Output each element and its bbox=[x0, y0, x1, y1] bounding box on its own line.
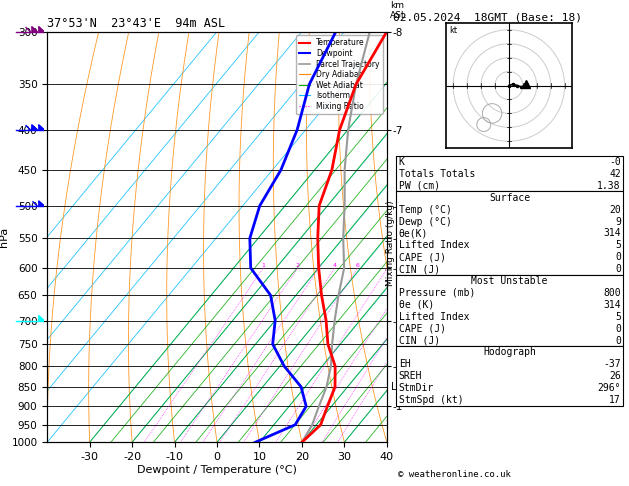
Text: -37: -37 bbox=[603, 359, 621, 369]
Text: 1.38: 1.38 bbox=[598, 181, 621, 191]
Polygon shape bbox=[32, 27, 37, 32]
Y-axis label: hPa: hPa bbox=[0, 227, 9, 247]
Text: Most Unstable: Most Unstable bbox=[471, 276, 548, 286]
Polygon shape bbox=[39, 27, 44, 32]
Text: K: K bbox=[399, 157, 404, 167]
Text: LCL: LCL bbox=[391, 382, 409, 392]
X-axis label: Dewpoint / Temperature (°C): Dewpoint / Temperature (°C) bbox=[137, 465, 297, 475]
Text: CAPE (J): CAPE (J) bbox=[399, 252, 446, 262]
Text: 1: 1 bbox=[261, 263, 265, 268]
Text: Totals Totals: Totals Totals bbox=[399, 169, 475, 179]
Text: 314: 314 bbox=[603, 228, 621, 239]
Text: 5: 5 bbox=[615, 240, 621, 250]
Text: Lifted Index: Lifted Index bbox=[399, 240, 469, 250]
Polygon shape bbox=[39, 201, 44, 206]
Text: CIN (J): CIN (J) bbox=[399, 264, 440, 274]
Text: 20: 20 bbox=[609, 205, 621, 215]
Text: 0: 0 bbox=[615, 324, 621, 334]
Text: kt: kt bbox=[449, 26, 457, 35]
Text: Hodograph: Hodograph bbox=[483, 347, 536, 358]
Legend: Temperature, Dewpoint, Parcel Trajectory, Dry Adiabat, Wet Adiabat, Isotherm, Mi: Temperature, Dewpoint, Parcel Trajectory… bbox=[296, 35, 383, 114]
Text: © weatheronline.co.uk: © weatheronline.co.uk bbox=[398, 469, 510, 479]
Text: Pressure (mb): Pressure (mb) bbox=[399, 288, 475, 298]
Text: 0: 0 bbox=[615, 264, 621, 274]
Text: 3: 3 bbox=[317, 263, 321, 268]
Text: 02.05.2024  18GMT (Base: 18): 02.05.2024 18GMT (Base: 18) bbox=[393, 12, 582, 22]
Text: Surface: Surface bbox=[489, 192, 530, 203]
Text: EH: EH bbox=[399, 359, 411, 369]
Text: Mixing Ratio (g/kg): Mixing Ratio (g/kg) bbox=[386, 200, 395, 286]
Text: 314: 314 bbox=[603, 300, 621, 310]
Polygon shape bbox=[32, 125, 37, 130]
Text: CAPE (J): CAPE (J) bbox=[399, 324, 446, 334]
Text: 6: 6 bbox=[355, 263, 359, 268]
Text: 42: 42 bbox=[609, 169, 621, 179]
Polygon shape bbox=[39, 316, 44, 321]
Text: StmSpd (kt): StmSpd (kt) bbox=[399, 395, 464, 405]
Text: 37°53'N  23°43'E  94m ASL: 37°53'N 23°43'E 94m ASL bbox=[47, 17, 225, 31]
Text: CIN (J): CIN (J) bbox=[399, 335, 440, 346]
Text: SREH: SREH bbox=[399, 371, 422, 382]
Text: Lifted Index: Lifted Index bbox=[399, 312, 469, 322]
Text: 26: 26 bbox=[609, 371, 621, 382]
Text: 0: 0 bbox=[615, 335, 621, 346]
Text: PW (cm): PW (cm) bbox=[399, 181, 440, 191]
Text: 9: 9 bbox=[615, 216, 621, 226]
Text: Dewp (°C): Dewp (°C) bbox=[399, 216, 452, 226]
Text: θe (K): θe (K) bbox=[399, 300, 434, 310]
Text: 4: 4 bbox=[333, 263, 337, 268]
Text: θe(K): θe(K) bbox=[399, 228, 428, 239]
Text: 800: 800 bbox=[603, 288, 621, 298]
Text: Temp (°C): Temp (°C) bbox=[399, 205, 452, 215]
Text: km
ASL: km ASL bbox=[390, 0, 407, 20]
Text: -0: -0 bbox=[609, 157, 621, 167]
Text: StmDir: StmDir bbox=[399, 383, 434, 393]
Polygon shape bbox=[39, 125, 44, 130]
Text: 17: 17 bbox=[609, 395, 621, 405]
Text: 2: 2 bbox=[296, 263, 299, 268]
Text: 5: 5 bbox=[615, 312, 621, 322]
Text: 0: 0 bbox=[615, 252, 621, 262]
Text: 296°: 296° bbox=[598, 383, 621, 393]
